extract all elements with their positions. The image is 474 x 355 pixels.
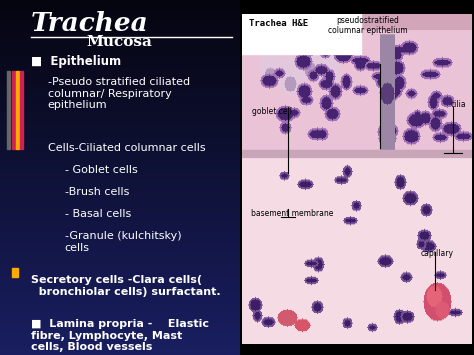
Text: -Brush cells: -Brush cells <box>64 187 129 197</box>
Bar <box>7 71 10 149</box>
Text: -Pseudo stratified ciliated
columnar/ Respiratory
epithelium: -Pseudo stratified ciliated columnar/ Re… <box>48 77 190 110</box>
Text: goblet cell: goblet cell <box>252 106 292 116</box>
Text: pseudostratified
columnar epithelium: pseudostratified columnar epithelium <box>328 16 408 35</box>
Text: Cells-Ciliated columnar cells: Cells-Ciliated columnar cells <box>48 143 206 153</box>
Text: basement membrane: basement membrane <box>251 209 333 218</box>
Text: capillary: capillary <box>421 248 454 258</box>
Text: ■  Epithelium: ■ Epithelium <box>31 55 121 68</box>
Text: ■  Lamina propria -    Elastic
fibre, Lymphocyte, Mast
cells, Blood vessels: ■ Lamina propria - Elastic fibre, Lympho… <box>31 319 209 353</box>
Text: - Basal cells: - Basal cells <box>64 209 131 219</box>
Text: cilia: cilia <box>451 100 466 109</box>
Bar <box>20 71 23 149</box>
Bar <box>16 71 19 149</box>
Bar <box>242 14 361 54</box>
Text: Trachea H&E: Trachea H&E <box>249 19 308 28</box>
Text: Mucosa: Mucosa <box>87 36 153 49</box>
Bar <box>12 268 18 277</box>
Text: Trachea: Trachea <box>31 11 149 36</box>
Text: Secretory cells -Clara cells(
  bronchiolar cells) surfactant.: Secretory cells -Clara cells( bronchiola… <box>31 275 221 297</box>
Text: - Goblet cells: - Goblet cells <box>64 165 137 175</box>
Bar <box>12 71 15 149</box>
Text: -Granule (kulchitsky)
cells: -Granule (kulchitsky) cells <box>64 231 181 253</box>
